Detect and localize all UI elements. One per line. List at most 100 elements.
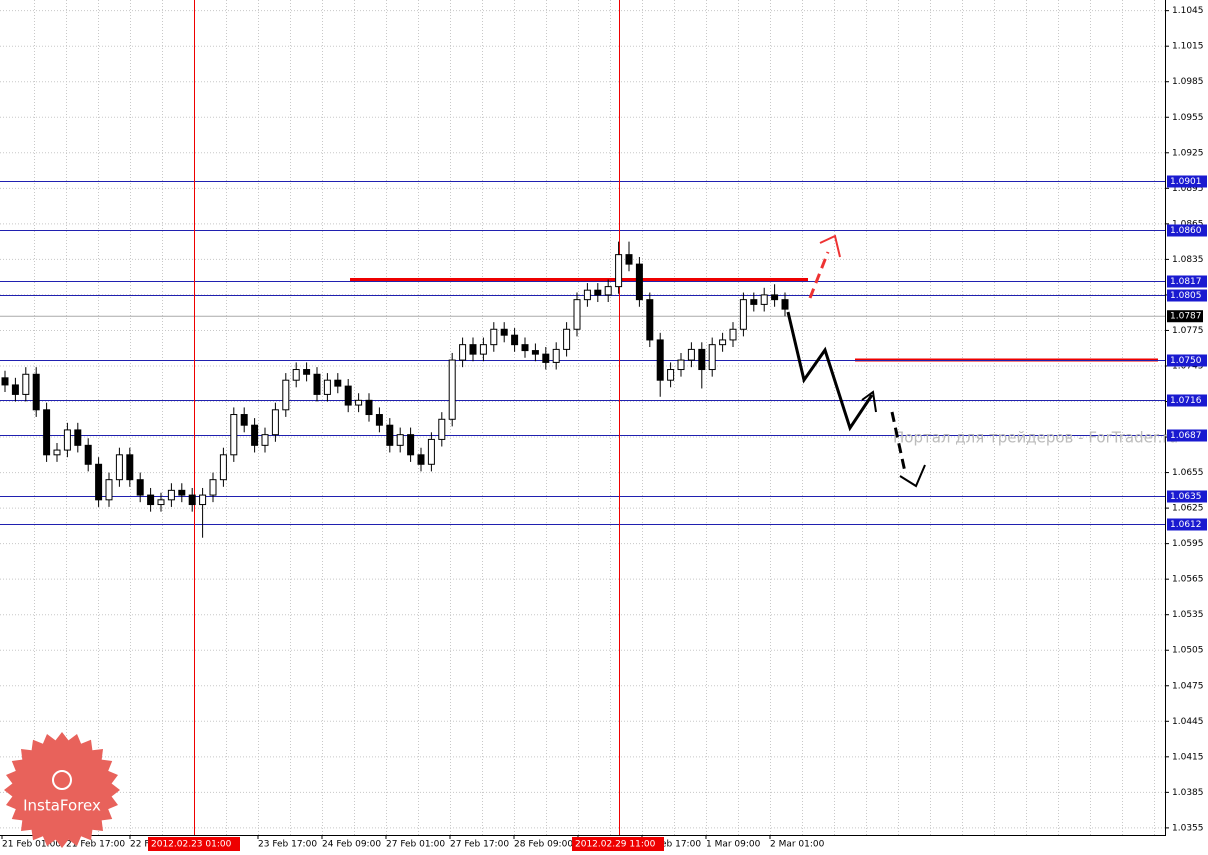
candle-body — [459, 344, 467, 361]
candle-body — [292, 369, 300, 381]
level-label: 1.0860 — [1170, 226, 1202, 236]
candle-body — [438, 418, 446, 440]
candle-body — [323, 379, 331, 395]
logo: InstaForex — [4, 732, 120, 848]
candle-body — [157, 499, 165, 506]
logo-text: InstaForex — [23, 797, 101, 815]
y-tick-label: 1.0775 — [1172, 326, 1204, 336]
axis: 1.1045 1.1015 1.0985 1.0955 1.0925 1.0895 1.08… — [1, 6, 1207, 851]
y-tick-label: 1.0385 — [1172, 788, 1204, 798]
x-tick-label: 29 Feb 17:00 — [642, 840, 701, 850]
candle-body — [375, 414, 383, 426]
candle-body — [147, 494, 155, 506]
candle-body — [490, 328, 498, 346]
candle-body — [136, 479, 144, 496]
up-arrow — [808, 251, 830, 299]
y-tick-label: 1.0475 — [1172, 681, 1204, 691]
candle-body — [698, 348, 706, 371]
candle-body — [469, 344, 477, 355]
vline-label-box — [148, 837, 240, 851]
candle-body — [583, 289, 591, 301]
x-tick-label: 28 Feb 09:00 — [514, 840, 573, 850]
x-tick-label: 21 Feb 17:00 — [66, 840, 125, 850]
level-label: 1.0817 — [1170, 277, 1202, 287]
y-tick-label: 1.0955 — [1172, 113, 1204, 123]
y-tick-label: 1.1045 — [1172, 6, 1204, 16]
candle-body — [261, 434, 269, 446]
x-tick-label: 27 Feb 17:00 — [450, 840, 509, 850]
candle-body — [427, 438, 435, 465]
candle-body — [84, 444, 92, 465]
candle-body — [573, 299, 581, 330]
y-tick-label: 1.0445 — [1172, 717, 1204, 727]
candle-body — [95, 463, 103, 501]
logo-icon — [52, 770, 72, 790]
candle-body — [521, 344, 529, 352]
candle-body — [365, 399, 373, 416]
candle-body — [511, 334, 519, 346]
y-tick-label: 1.0985 — [1172, 77, 1204, 87]
candle-body — [646, 299, 654, 341]
level-label-box — [1167, 490, 1207, 503]
y-tick-label: 1.0835 — [1172, 255, 1204, 265]
candle-body — [355, 399, 363, 406]
candle-body — [771, 294, 779, 301]
candle-body — [209, 479, 217, 496]
candle-body — [667, 369, 675, 381]
y-tick-label: 1.0565 — [1172, 575, 1204, 585]
x-tick-label: 2 Mar 01:00 — [770, 840, 825, 850]
x-tick-label: 21 Feb 01:00 — [2, 840, 61, 850]
level-label-box — [1167, 394, 1207, 407]
candle-body — [750, 299, 758, 305]
candle-body — [687, 348, 695, 361]
level-label: 1.0750 — [1170, 356, 1202, 366]
candle-body — [115, 454, 123, 481]
level-label: 1.0687 — [1170, 431, 1202, 441]
candle-body — [105, 479, 113, 501]
candle-body — [126, 454, 134, 481]
vline-label: 2012.02.29 11:00 — [575, 840, 656, 850]
x-tick-label: 1 Mar 09:00 — [706, 840, 761, 850]
level-label: 1.0716 — [1170, 396, 1202, 406]
candle-body — [604, 286, 612, 296]
x-tick-label: 27 Feb 01:00 — [386, 840, 445, 850]
candle-body — [563, 328, 571, 350]
forecast-arrows — [786, 234, 926, 488]
level-label-box — [1167, 275, 1207, 288]
level-label-box — [1167, 175, 1207, 188]
candle-body — [219, 454, 227, 481]
down-dash-head — [899, 464, 926, 488]
watermark: Портал для трейдеров - ForTrader.ru — [893, 429, 1178, 447]
level-label: 1.0635 — [1170, 492, 1202, 502]
candle-body — [251, 424, 259, 446]
candle-body — [781, 299, 789, 310]
candle-body — [167, 489, 175, 501]
y-tick-label: 1.0505 — [1172, 646, 1204, 656]
current-price-box — [1167, 310, 1203, 323]
candle-body — [594, 289, 602, 296]
y-tick-label: 1.0595 — [1172, 539, 1204, 549]
vline-label: 2012.02.23 01:00 — [151, 840, 232, 850]
candle-body — [53, 449, 61, 456]
candle-body — [32, 373, 40, 411]
candle-body — [271, 409, 279, 436]
y-tick-label: 1.0415 — [1172, 752, 1204, 762]
level-label: 1.0901 — [1170, 177, 1202, 187]
y-tick-label: 1.1015 — [1172, 42, 1204, 52]
candle-body — [407, 434, 415, 456]
level-label: 1.0805 — [1170, 291, 1202, 301]
level-label-box — [1167, 224, 1207, 237]
candle-body — [500, 328, 508, 336]
current-price-label: 1.0787 — [1170, 312, 1202, 322]
candle-body — [531, 350, 539, 355]
candle-body — [739, 299, 747, 330]
candle-body — [396, 434, 404, 446]
y-tick-label: 1.0625 — [1172, 504, 1204, 514]
candle-body — [240, 414, 248, 426]
level-label: 1.0612 — [1170, 520, 1202, 530]
x-tick-label: 23 Feb 17:00 — [258, 840, 317, 850]
grid — [0, 0, 1165, 835]
candle-body — [334, 379, 342, 387]
